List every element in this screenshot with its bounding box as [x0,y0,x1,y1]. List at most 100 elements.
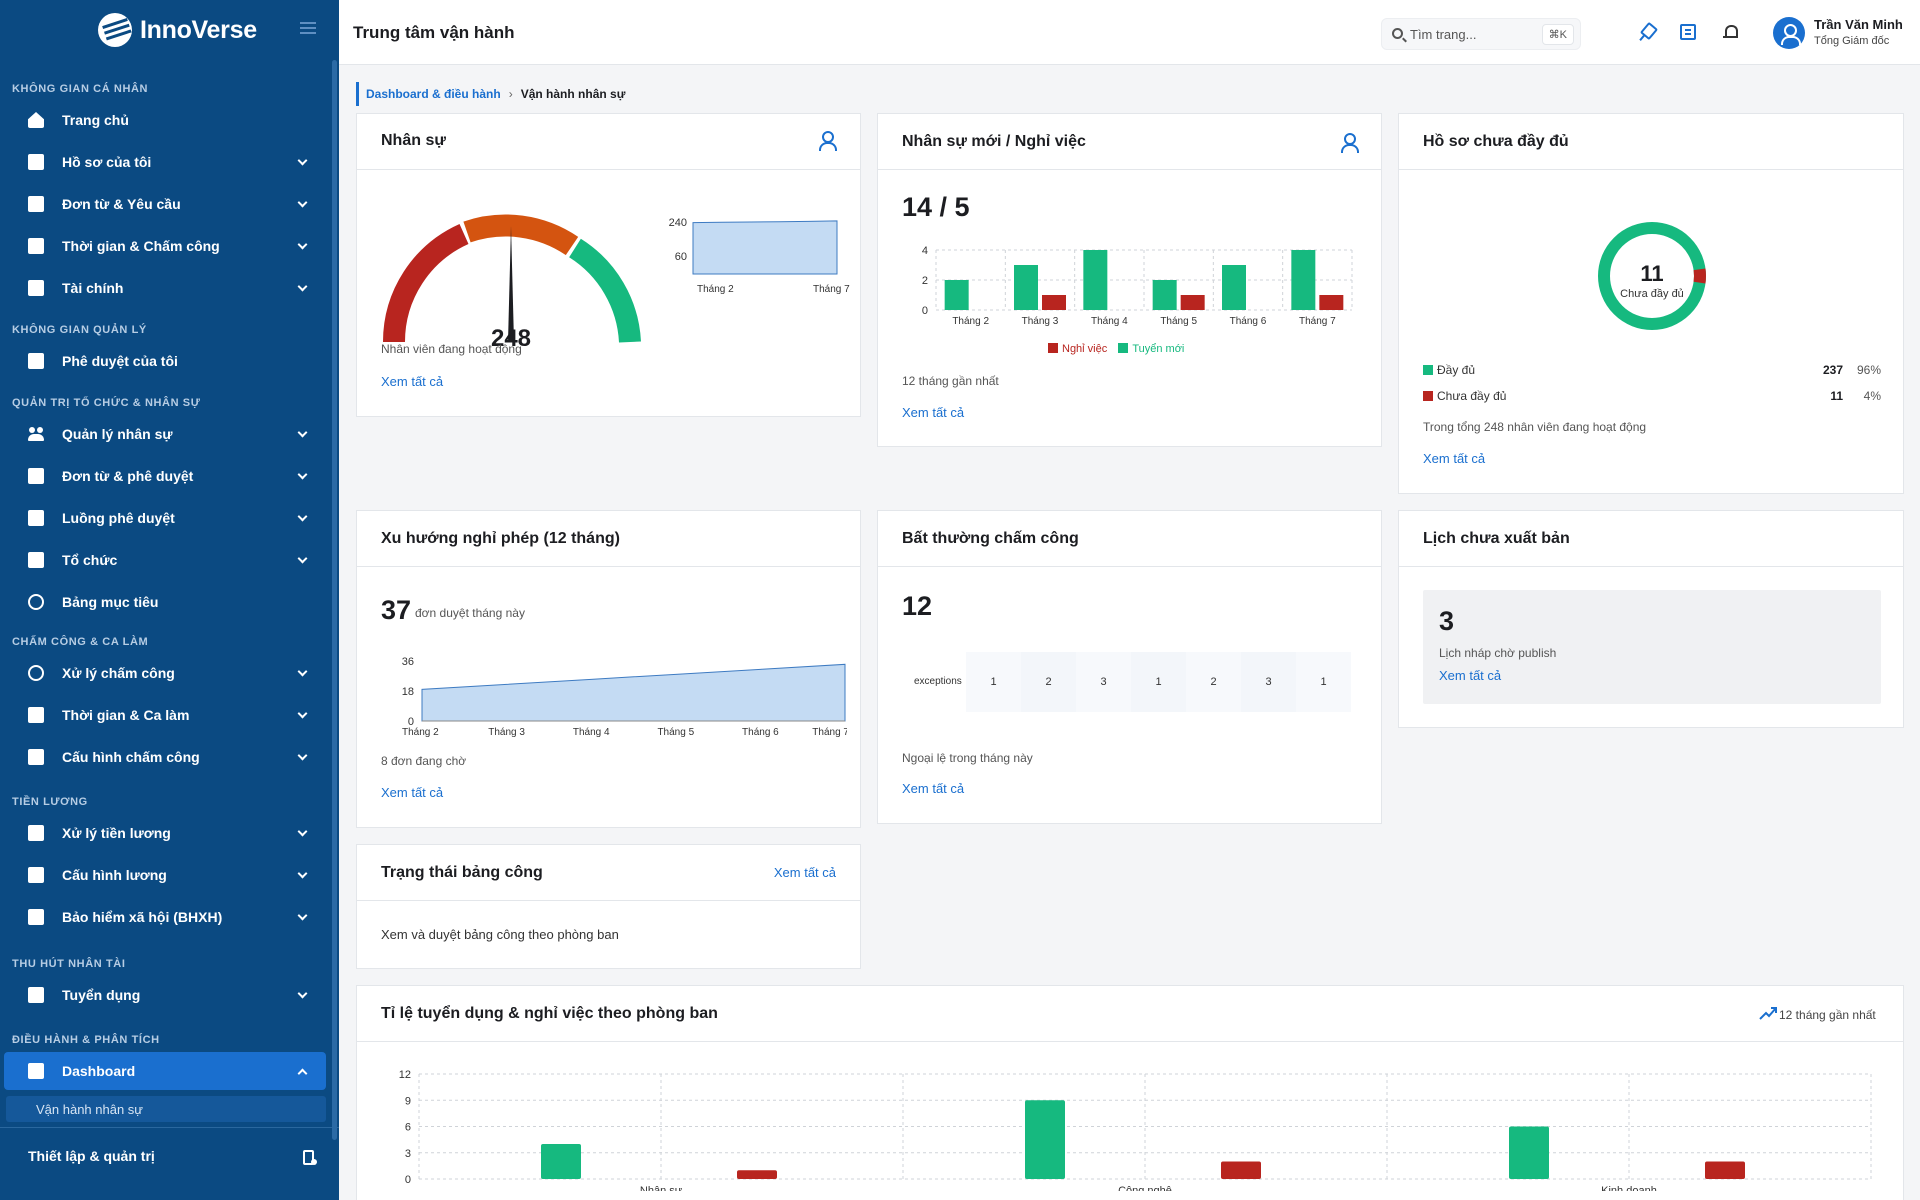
sidebar-item[interactable]: Xử lý tiền lương [4,814,326,852]
exception-cell[interactable]: 1 [1296,652,1351,712]
chevron-down-icon[interactable] [297,988,308,999]
sidebar-item[interactable]: Đơn từ & Yêu cầu [4,185,326,223]
donut-value: 11 [1640,261,1663,286]
view-all-link[interactable]: Xem tất cả [381,785,444,800]
sidebar-item[interactable]: Luồng phê duyệt [4,499,326,537]
chevron-down-icon[interactable] [297,239,308,250]
sidebar-item[interactable]: Thời gian & Ca làm [4,696,326,734]
bar-hire [541,1144,581,1179]
top-bar: Trung tâm vận hành Tìm trang... ⌘K Trần … [339,0,1920,65]
sidebar-item[interactable]: Dashboard [4,1052,326,1090]
chevron-up-icon[interactable] [297,1068,308,1079]
org-icon [28,552,44,568]
sidebar-item-label: Đơn từ & Yêu cầu [62,196,181,212]
exception-cell[interactable]: 3 [1076,652,1131,712]
leave-value-caption: đơn duyệt tháng này [415,606,525,620]
leave-area-chart: 0 18 36 Tháng 2 Tháng 3 Tháng 4 Tháng 5 Tháng 6… [402,656,847,738]
user-search-icon[interactable] [817,130,837,151]
bell-icon[interactable] [1722,24,1738,40]
gauge-needle [508,226,514,342]
sidebar-item[interactable]: Quản lý nhân sự [4,415,326,453]
chevron-down-icon[interactable] [297,868,308,879]
trend-up-icon [1759,1007,1777,1020]
view-all-link[interactable]: Xem tất cả [902,405,965,420]
search-input[interactable]: Tìm trang... ⌘K [1381,18,1581,50]
exception-cell[interactable]: 1 [1131,652,1186,712]
chevron-down-icon[interactable] [297,750,308,761]
sidebar-subitem-label: Vận hành nhân sự [36,1102,144,1117]
chevron-down-icon[interactable] [297,708,308,719]
avatar[interactable] [1773,17,1805,49]
sidebar-item[interactable]: Bảo hiểm xã hội (BHXH) [4,898,326,936]
card-title: Tỉ lệ tuyển dụng & nghỉ việc theo phòng … [381,1005,718,1022]
schedule-caption: Lịch nháp chờ publish [1439,646,1557,660]
chevron-down-icon[interactable] [297,826,308,837]
sidebar-item[interactable]: Cấu hình lương [4,856,326,894]
card-title: Xu hướng nghỉ phép (12 tháng) [381,530,620,547]
sidebar-subitem[interactable]: Vận hành nhân sự [6,1096,326,1122]
settings-link[interactable]: Thiết lập & quản trị [28,1148,155,1164]
chevron-down-icon[interactable] [297,155,308,166]
exceptions-value: 12 [902,591,933,621]
document-icon [28,196,44,212]
exception-cell[interactable]: 2 [1021,652,1076,712]
pin-icon[interactable] [1639,24,1655,40]
sidebar-item[interactable]: Cấu hình chấm công [4,738,326,776]
exception-cell[interactable]: 2 [1186,652,1241,712]
sidebar-item-label: Đơn từ & phê duyệt [62,468,194,484]
sidebar-item[interactable]: Trang chủ [4,101,326,139]
sidebar-item[interactable]: Tuyển dụng [4,976,326,1014]
sidebar-item[interactable]: Đơn từ & phê duyệt [4,457,326,495]
chevron-down-icon[interactable] [297,910,308,921]
home-icon [28,112,44,128]
sidebar-section-title: ĐIỀU HÀNH & PHÂN TÍCH [12,1034,160,1046]
legend-label: Tuyển mới [1132,343,1185,355]
app-logo[interactable]: InnoVerse [98,13,257,47]
x-tick-label: Kinh doanh [1601,1185,1657,1191]
user-name[interactable]: Trần Văn Minh [1814,17,1903,32]
money-settings-icon [28,867,44,883]
spark-ytick: 60 [675,251,687,263]
chevron-down-icon[interactable] [297,469,308,480]
view-all-link[interactable]: Xem tất cả [773,865,836,880]
view-all-link[interactable]: Xem tất cả [1439,668,1502,683]
chevron-down-icon[interactable] [297,511,308,522]
y-tick-label: 2 [922,275,928,287]
sidebar-item[interactable]: Phê duyệt của tôi [4,342,326,380]
breadcrumb-parent[interactable]: Dashboard & điều hành [366,87,501,101]
sidebar-scrollbar[interactable] [332,60,337,1140]
menu-toggle-icon[interactable] [300,22,316,34]
headcount-card: Nhân sự 248 240 60 Tháng 2 Tháng 7 Nhân … [356,113,861,417]
view-all-link[interactable]: Xem tất cả [1423,451,1486,466]
sidebar-item[interactable]: Hồ sơ của tôi [4,143,326,181]
sidebar-item[interactable]: Xử lý chấm công [4,654,326,692]
view-all-link[interactable]: Xem tất cả [902,781,965,796]
legend-swatch [1423,365,1433,375]
user-check-icon[interactable] [1339,132,1359,153]
settings-icon[interactable] [302,1150,318,1166]
sidebar-item[interactable]: Bảng mục tiêu [4,583,326,621]
legend-swatch-red [1048,343,1058,353]
chevron-down-icon[interactable] [297,666,308,677]
sidebar-item[interactable]: Tổ chức [4,541,326,579]
exception-cell[interactable]: 1 [966,652,1021,712]
chevron-down-icon[interactable] [297,553,308,564]
sidebar-item[interactable]: Tài chính [4,269,326,307]
sidebar-item-label: Hồ sơ của tôi [62,154,152,170]
chevron-down-icon[interactable] [297,427,308,438]
card-title: Nhân sự mới / Nghỉ việc [902,133,1086,150]
sidebar-item-label: Trang chủ [62,112,129,128]
notebook-icon[interactable] [1680,24,1696,40]
card-header: Trạng thái bảng công Xem tất cả [357,845,860,901]
profile-legend-row: Đầy đủ 237 96% [1423,363,1881,381]
bar-hire [1509,1126,1549,1179]
view-all-link[interactable]: Xem tất cả [381,374,444,389]
chevron-down-icon[interactable] [297,281,308,292]
x-tick-label: Nhân sự [640,1185,683,1191]
chevron-down-icon[interactable] [297,197,308,208]
sidebar-section-title: THU HÚT NHÂN TÀI [12,958,126,970]
sidebar-item[interactable]: Thời gian & Chấm công [4,227,326,265]
exception-cell[interactable]: 3 [1241,652,1296,712]
card-header: Lịch chưa xuất bản [1399,511,1903,567]
breadcrumb-current: Vận hành nhân sự [520,87,626,101]
